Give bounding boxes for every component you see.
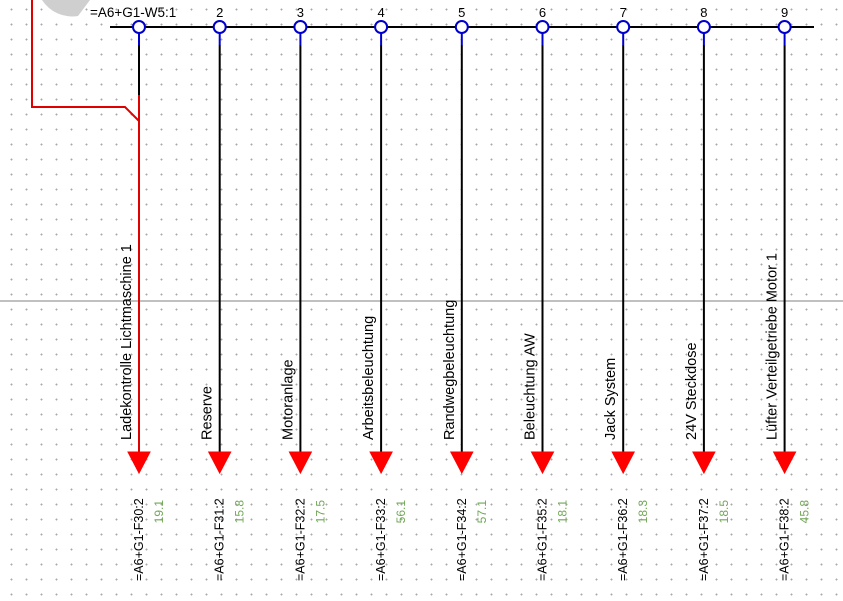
cross-reference-value: 19.1 xyxy=(152,500,166,524)
terminal-number: 8 xyxy=(700,5,707,20)
cross-reference-arrow[interactable] xyxy=(611,451,636,475)
target-reference: =A6+G1-F38:2 xyxy=(778,498,792,581)
terminal-ring[interactable] xyxy=(212,20,227,34)
cross-reference-arrow[interactable] xyxy=(772,451,797,475)
target-reference: =A6+G1-F34:2 xyxy=(455,498,469,581)
target-reference: =A6+G1-F32:2 xyxy=(293,498,307,581)
terminal-5[interactable] xyxy=(449,20,474,475)
target-reference: =A6+G1-F33:2 xyxy=(374,498,388,581)
cross-reference-arrow[interactable] xyxy=(127,451,151,475)
terminal-description: Arbeitsbeleuchtung xyxy=(361,316,377,440)
cross-reference-arrow[interactable] xyxy=(369,451,393,475)
terminal-3[interactable] xyxy=(288,20,313,475)
cross-reference-value: 17.5 xyxy=(313,500,327,524)
terminal-number: 7 xyxy=(620,5,627,20)
terminal-ring[interactable] xyxy=(132,20,146,34)
cross-reference-value: 18.5 xyxy=(717,500,731,524)
terminal-ring[interactable] xyxy=(374,20,389,34)
terminal-ring[interactable] xyxy=(293,20,308,34)
cross-reference-value: 18.1 xyxy=(556,500,570,524)
cross-reference-value: 56.1 xyxy=(394,500,408,524)
terminal-8[interactable] xyxy=(692,20,716,475)
terminal-number: 9 xyxy=(781,5,788,20)
cross-reference-value: 15.8 xyxy=(233,500,247,524)
terminal-4[interactable] xyxy=(369,20,393,475)
cross-reference-arrow[interactable] xyxy=(530,451,555,475)
terminal-ring[interactable] xyxy=(696,20,711,34)
cross-reference-arrow[interactable] xyxy=(288,451,313,475)
terminal-description: Motoranlage xyxy=(280,359,296,440)
cross-reference-arrow[interactable] xyxy=(692,451,716,475)
terminal-9[interactable] xyxy=(772,20,797,475)
terminal-description: Jack System xyxy=(603,358,619,440)
terminal-number: 6 xyxy=(539,5,546,20)
target-reference: =A6+G1-F36:2 xyxy=(616,498,630,581)
cross-reference-value: 18.3 xyxy=(636,500,650,524)
terminal-number: 3 xyxy=(297,5,304,20)
terminal-ring[interactable] xyxy=(535,20,550,34)
terminal-description: Reserve xyxy=(200,386,216,440)
terminal-ring[interactable] xyxy=(777,20,792,34)
terminal-description: Randwegbeleuchtung xyxy=(442,300,458,440)
cross-reference-arrow[interactable] xyxy=(449,451,474,475)
terminal-1[interactable] xyxy=(31,0,151,475)
terminal-number: 5 xyxy=(458,5,465,20)
terminal-description: Lüfter Verteilgetriebe Motor 1 xyxy=(765,253,781,440)
target-reference: =A6+G1-F30:2 xyxy=(132,498,146,581)
terminal-6[interactable] xyxy=(530,20,555,475)
cross-reference-arrow[interactable] xyxy=(207,451,232,475)
terminal-strip-label: =A6+G1-W5:1 xyxy=(90,5,176,20)
highlight-feed-wire xyxy=(31,0,140,122)
target-reference: =A6+G1-F37:2 xyxy=(697,498,711,581)
logo-arc xyxy=(42,0,90,17)
terminal-2[interactable] xyxy=(207,20,232,475)
terminal-ring[interactable] xyxy=(616,20,631,34)
cross-reference-value: 45.8 xyxy=(798,500,812,524)
terminal-description: 24V Steckdose xyxy=(684,342,700,440)
terminal-number: 4 xyxy=(377,5,384,20)
cross-reference-value: 57.1 xyxy=(475,500,489,524)
terminal-ring[interactable] xyxy=(454,20,469,34)
terminal-description: Beleuchtung AW xyxy=(523,333,539,440)
terminal-number: 2 xyxy=(216,5,223,20)
target-reference: =A6+G1-F31:2 xyxy=(213,498,227,581)
terminal-7[interactable] xyxy=(611,20,636,475)
terminal-description: Ladekontrolle Lichtmaschine 1 xyxy=(119,244,135,440)
target-reference: =A6+G1-F35:2 xyxy=(536,498,550,581)
